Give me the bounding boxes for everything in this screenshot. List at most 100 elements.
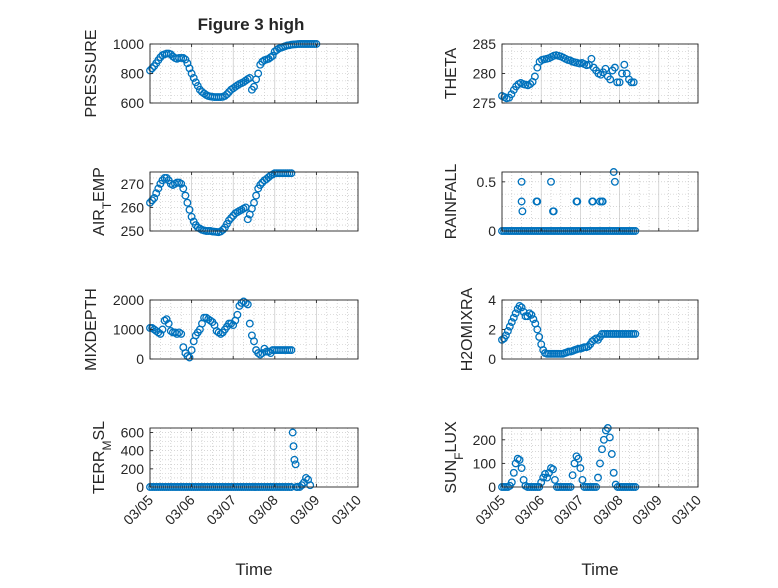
data-point	[164, 319, 173, 328]
data-point	[206, 316, 215, 325]
data-point	[607, 450, 616, 458]
data-point	[576, 464, 585, 473]
data-point	[287, 169, 296, 178]
y-tick-label: 600	[121, 95, 145, 111]
data-point	[629, 78, 638, 87]
data-point	[185, 205, 194, 214]
y-tick-label: 285	[473, 36, 497, 52]
data-point	[507, 478, 516, 487]
data-point	[570, 459, 579, 468]
data-point	[250, 198, 258, 207]
axes-box	[149, 171, 359, 232]
panel-mixdepth: 0 1000 2000 MIXDEPTH	[83, 288, 359, 371]
x-tick-label: 03/05	[472, 492, 508, 528]
data-point	[179, 184, 188, 193]
data-point	[148, 64, 157, 73]
x-tick-label: 03/10	[328, 492, 364, 528]
x-tick-label: 03/08	[245, 492, 281, 528]
x-tick-label: 03/05	[120, 492, 156, 528]
data-point	[598, 197, 607, 206]
data-point	[592, 334, 601, 343]
y-tick-label: 0	[136, 479, 144, 495]
data-point	[162, 315, 171, 324]
x-axis-label: Time	[235, 560, 272, 579]
data-point	[615, 78, 624, 87]
data-point	[547, 177, 555, 186]
data-point	[517, 177, 526, 186]
x-tick-label: 03/06	[511, 492, 547, 528]
data-point	[187, 346, 196, 355]
x-tick-label: 03/10	[668, 492, 704, 528]
data-point	[162, 173, 171, 182]
y-axis-label: SUNFLUX	[443, 421, 466, 494]
y-axis-label: PRESSURE	[83, 29, 100, 117]
data-point	[200, 89, 209, 98]
data-point	[243, 215, 252, 224]
data-point	[511, 309, 520, 318]
y-tick-label: 2000	[113, 292, 144, 308]
data-point	[532, 197, 541, 206]
data-point	[243, 300, 252, 309]
data-point	[509, 313, 518, 322]
data-point	[183, 59, 192, 68]
y-tick-label: 0	[488, 351, 496, 367]
data-point	[220, 91, 229, 100]
figure-title: Figure 3 high	[198, 15, 305, 34]
data-point	[507, 90, 516, 99]
data-point	[250, 337, 258, 346]
data-point	[187, 212, 196, 221]
data-point	[578, 475, 587, 484]
data-point	[223, 90, 231, 99]
data-point	[631, 329, 640, 338]
panel-sun_flux: 0 100 200 SUNFLUX 03/05 03/06 03/07 03/08 03/09 0…	[443, 421, 704, 579]
data-point	[507, 318, 516, 327]
data-point	[252, 191, 261, 200]
data-point	[501, 331, 510, 340]
y-axis-label: AIRTEMP	[91, 167, 114, 236]
data-point	[268, 51, 277, 60]
x-tick-label: 03/07	[203, 492, 239, 528]
data-point	[183, 198, 192, 207]
panel-h2omixra: 0 2 4 H2OMIXRA	[459, 287, 699, 371]
data-point	[525, 309, 534, 318]
data-point	[601, 64, 610, 73]
data-point	[543, 473, 552, 482]
axes-box	[149, 427, 359, 488]
data-point	[610, 177, 619, 186]
data-point	[229, 321, 238, 330]
y-tick-label: 250	[121, 223, 145, 239]
y-axis-label: RAINFALL	[443, 164, 460, 240]
x-tick-label: 03/09	[629, 492, 665, 528]
data-point	[515, 301, 524, 310]
y-tick-label: 260	[121, 199, 145, 215]
data-point	[287, 346, 296, 355]
axes-box	[501, 171, 699, 232]
data-point	[517, 197, 526, 206]
x-axis-label: Time	[581, 560, 618, 579]
data-point	[256, 181, 265, 189]
panel-pressure: 600 800 1000 PRESSURE	[83, 29, 359, 118]
y-tick-label: 1000	[113, 36, 144, 52]
data-point	[627, 78, 636, 87]
y-tick-label: 100	[473, 455, 497, 471]
data-point	[302, 473, 310, 482]
panel-air_temp: 250 260 270 AIRTEMP	[91, 167, 359, 239]
data-point	[587, 54, 596, 63]
data-point	[526, 80, 535, 89]
y-tick-label: 270	[121, 176, 145, 192]
y-tick-label: 280	[473, 66, 497, 82]
data-point	[289, 442, 298, 451]
data-point	[254, 69, 263, 78]
data-point	[306, 481, 315, 490]
data-point	[216, 227, 225, 236]
data-point	[233, 310, 242, 319]
data-point	[227, 214, 236, 222]
data-point	[179, 54, 188, 62]
data-point	[620, 60, 629, 69]
data-point	[515, 455, 524, 464]
data-point	[156, 329, 165, 338]
data-point	[148, 196, 157, 205]
